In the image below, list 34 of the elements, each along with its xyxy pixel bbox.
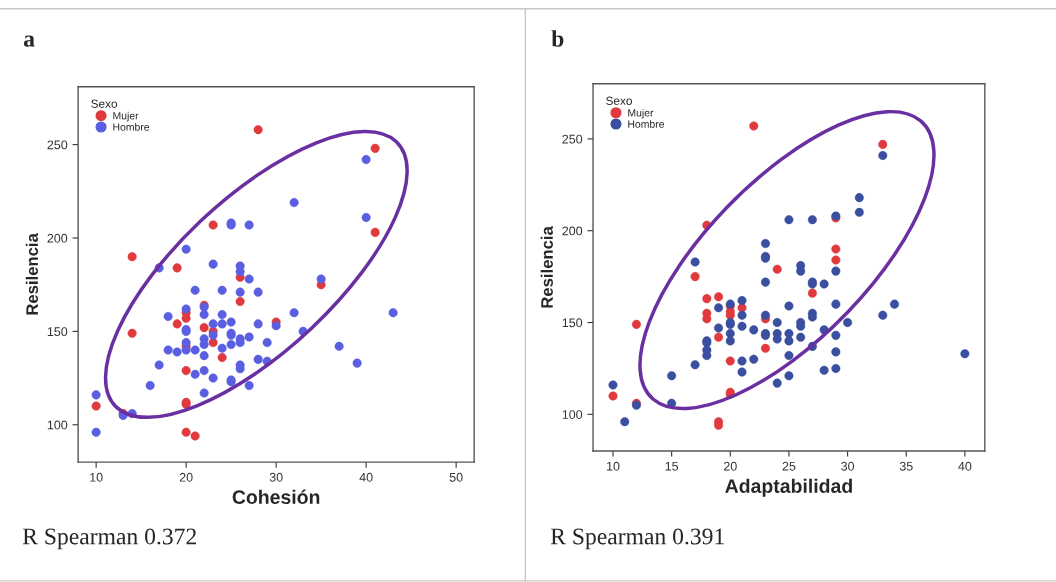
legend-label: Mujer [113, 111, 139, 122]
y-tick-label: 150 [562, 318, 583, 328]
y-axis-title: Resilencia [25, 233, 39, 315]
x-axis-title: Adaptabilidad [725, 478, 852, 497]
x-tick-label: 25 [782, 461, 796, 471]
x-tick-label: 30 [841, 461, 855, 471]
x-axis-title: Cohesión [232, 489, 320, 505]
text: R Spearman 0.372 [22, 528, 196, 550]
legend-title: Sexo [606, 96, 632, 105]
y-tick-label: 150 [47, 327, 68, 337]
x-tick-label: 20 [723, 461, 737, 471]
x-tick-label: 30 [269, 472, 283, 482]
x-tick-label: 10 [90, 472, 103, 482]
x-tick-label: 40 [958, 461, 972, 471]
legend-label: Hombre [628, 120, 665, 128]
y-tick-label: 250 [47, 140, 68, 150]
chart-title: b [551, 30, 564, 47]
y-tick-label: 200 [562, 226, 583, 236]
legend-label: Mujer [628, 108, 654, 119]
y-tick-label: 100 [562, 410, 583, 419]
x-tick-label: 15 [665, 461, 679, 471]
y-tick-label: 200 [47, 233, 68, 243]
y-tick-label: 250 [562, 134, 583, 144]
x-tick-label: 50 [449, 472, 463, 482]
x-tick-label: 35 [899, 461, 913, 471]
legend-title: Sexo [91, 99, 118, 108]
x-tick-label: 20 [179, 472, 193, 482]
x-tick-label: 40 [359, 472, 373, 482]
y-tick-label: 100 [47, 420, 68, 430]
chart-title: a [23, 35, 35, 47]
y-axis-title: Resilencia [540, 226, 553, 308]
x-tick-label: 10 [606, 461, 620, 471]
text: R Spearman 0.391 [550, 528, 724, 550]
legend-label: Hombre [113, 123, 150, 131]
